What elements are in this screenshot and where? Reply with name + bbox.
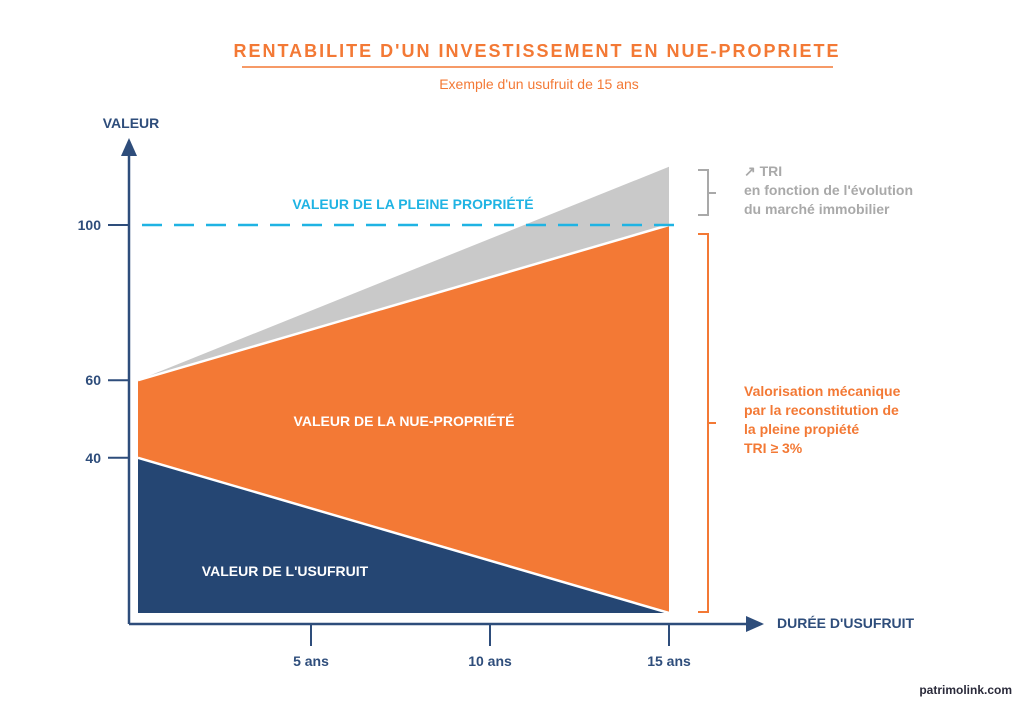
tri-bracket: [698, 169, 716, 216]
x-axis-arrow: [746, 616, 764, 632]
tri-annotation-line: du marché immobilier: [744, 201, 890, 217]
x-ticks: 5 ans 10 ans 15 ans: [293, 624, 691, 669]
pleine-propriete-label: VALEUR DE LA PLEINE PROPRIÉTÉ: [292, 196, 533, 212]
y-axis-label: VALEUR: [103, 115, 160, 131]
valorisation-bracket: [698, 233, 716, 613]
area-tri: [138, 166, 669, 381]
x-axis-label: DURÉE D'USUFRUIT: [777, 615, 915, 631]
valorisation-line: TRI ≥ 3%: [744, 440, 803, 456]
y-tick-label: 40: [85, 450, 101, 466]
y-ticks: 100 60 40: [78, 217, 129, 466]
usufruit-label: VALEUR DE L'USUFRUIT: [202, 563, 369, 579]
x-tick-label: 5 ans: [293, 653, 329, 669]
valorisation-line: la pleine propiété: [744, 421, 859, 437]
chart-title: RENTABILITE D'UN INVESTISSEMENT EN NUE-P…: [234, 41, 841, 61]
boundary-line: [137, 456, 670, 615]
area-nue-propriete: [138, 225, 669, 613]
chart-subtitle: Exemple d'un usufruit de 15 ans: [439, 76, 639, 92]
x-tick-label: 10 ans: [468, 653, 512, 669]
x-tick-label: 15 ans: [647, 653, 691, 669]
tri-annotation-title: ↗ TRI: [744, 163, 782, 179]
boundary-line: [137, 223, 670, 382]
y-axis-arrow: [121, 138, 137, 156]
valorisation-line: par la reconstitution de: [744, 402, 899, 418]
y-tick-label: 60: [85, 372, 101, 388]
brand-watermark[interactable]: patrimolink.com: [919, 683, 1012, 697]
tri-annotation-line: en fonction de l'évolution: [744, 182, 913, 198]
valorisation-line: Valorisation mécanique: [744, 383, 901, 399]
y-tick-label: 100: [78, 217, 102, 233]
nue-propriete-label: VALEUR DE LA NUE-PROPRIÉTÉ: [294, 413, 515, 429]
